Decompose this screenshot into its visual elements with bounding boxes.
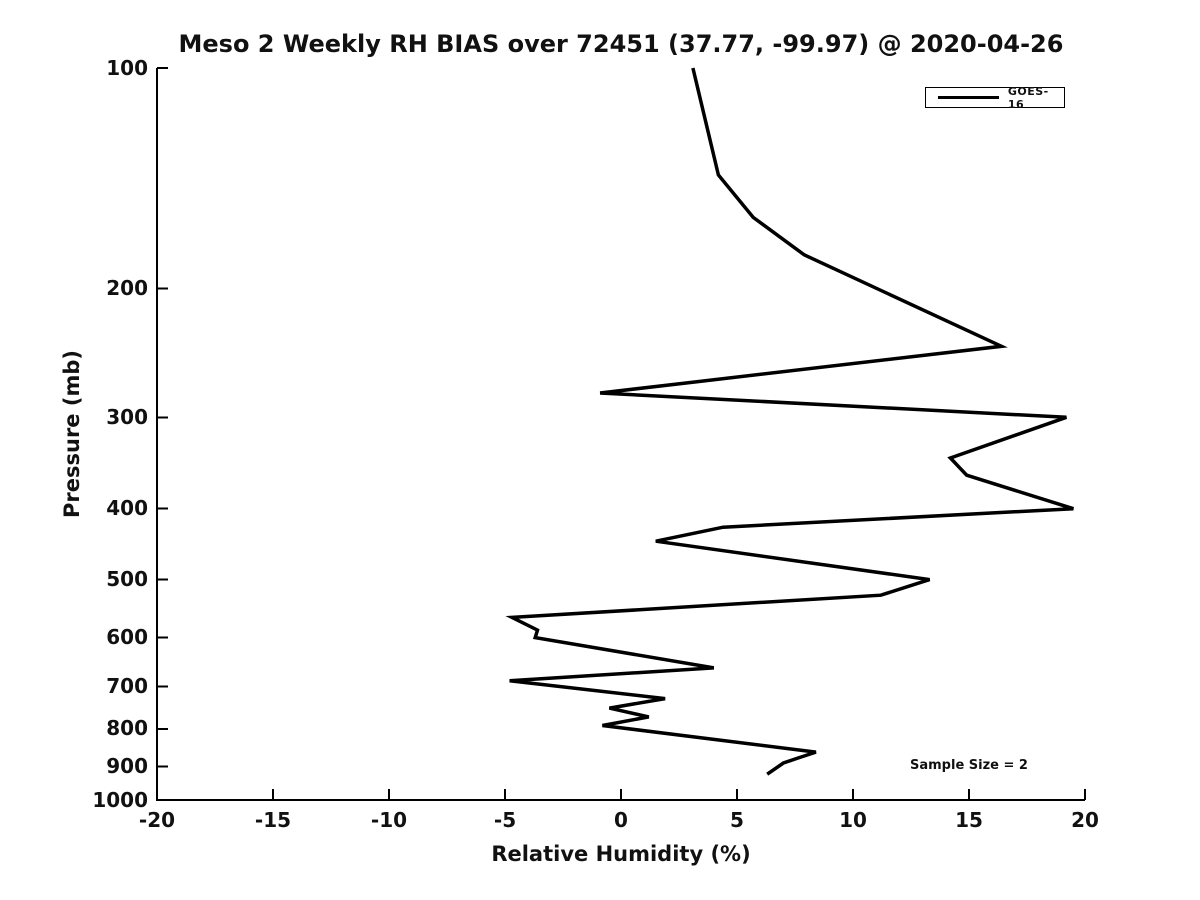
x-tick-label-neg10: -10: [370, 808, 408, 832]
legend-line-sample: [938, 96, 999, 99]
y-tick-label-600: 600: [106, 625, 148, 649]
x-tick-label-10: 10: [839, 808, 867, 832]
x-axis-label: Relative Humidity (%): [491, 842, 751, 866]
x-tick-label-neg20: -20: [138, 808, 176, 832]
x-tick-label-5: 5: [730, 808, 744, 832]
x-tick-label-neg5: -5: [493, 808, 517, 832]
y-tick-label-100: 100: [106, 56, 148, 80]
x-tick-label-neg15: -15: [254, 808, 292, 832]
y-tick-label-700: 700: [106, 674, 148, 698]
x-tick-label-20: 20: [1071, 808, 1099, 832]
y-tick-label-900: 900: [106, 754, 148, 778]
sample-size-annotation: Sample Size = 2: [910, 758, 1028, 773]
y-tick-label-1000: 1000: [92, 788, 148, 812]
y-tick-label-500: 500: [106, 567, 148, 591]
axis-spines: [156, 68, 1085, 801]
y-tick-label-400: 400: [106, 496, 148, 520]
x-tick-label-0: 0: [614, 808, 628, 832]
legend-label-goes16: GOES-16: [1007, 84, 1049, 111]
y-tick-label-300: 300: [106, 405, 148, 429]
chart-title: Meso 2 Weekly RH BIAS over 72451 (37.77,…: [178, 30, 1064, 58]
x-tick-label-15: 15: [955, 808, 983, 832]
y-tick-label-800: 800: [106, 716, 148, 740]
legend: GOES-16: [925, 84, 1065, 111]
y-tick-label-200: 200: [106, 276, 148, 300]
axis-tick-marks: [156, 67, 1086, 801]
goes16-series-line: [505, 67, 1074, 776]
